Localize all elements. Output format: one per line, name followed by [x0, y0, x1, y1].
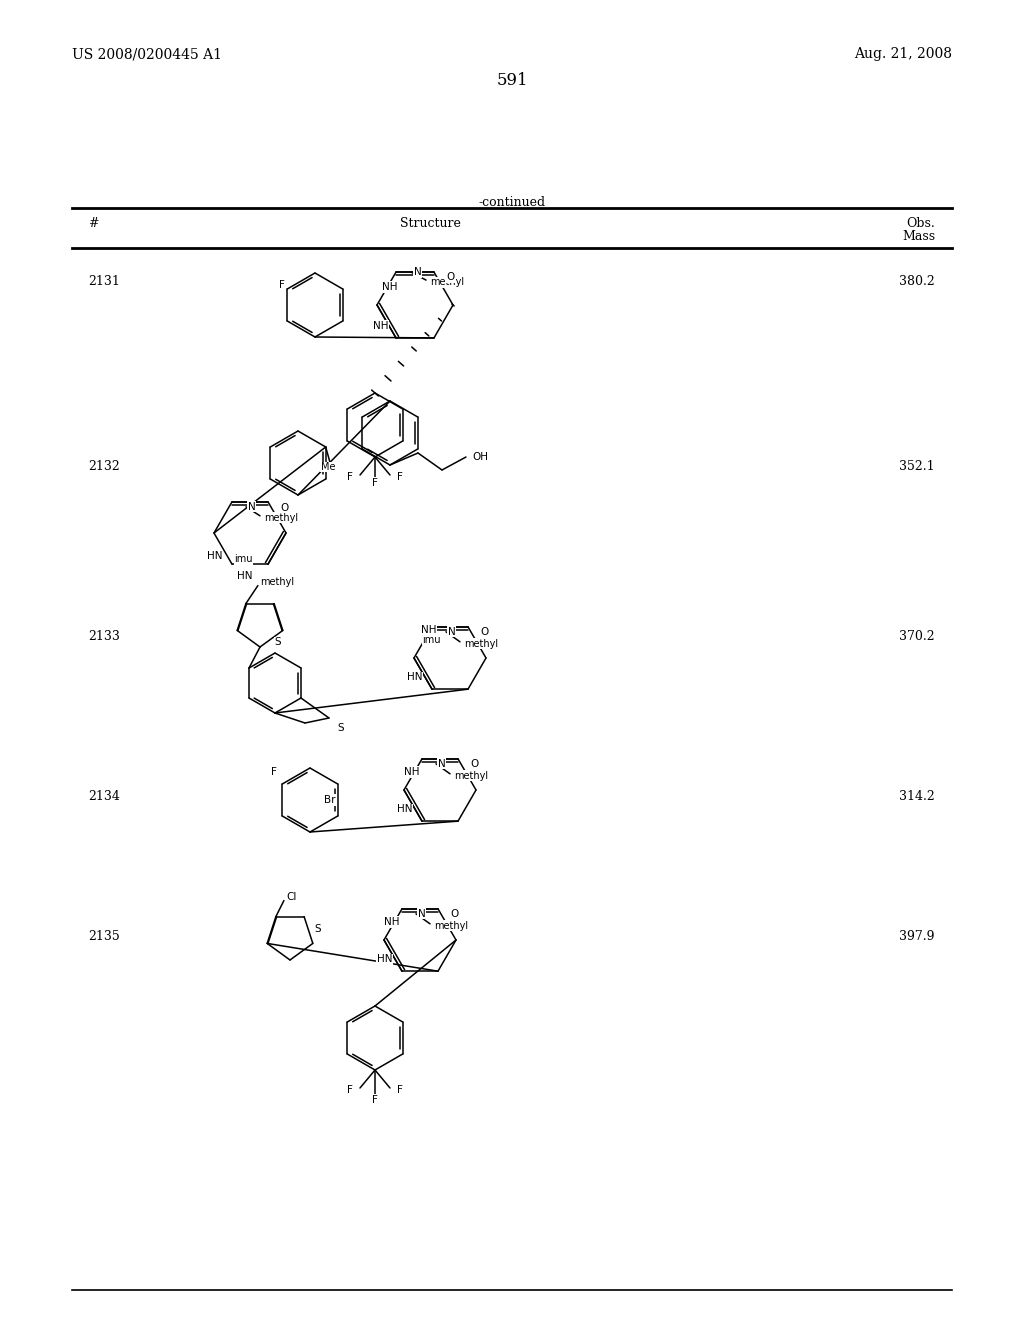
Text: O: O: [280, 503, 288, 513]
Text: N: N: [418, 909, 426, 919]
Text: O: O: [446, 272, 455, 282]
Text: 2131: 2131: [88, 275, 120, 288]
Text: NH: NH: [421, 624, 437, 635]
Text: N: N: [414, 267, 422, 277]
Text: N: N: [438, 759, 445, 768]
Text: N: N: [449, 627, 456, 636]
Text: Br: Br: [324, 795, 336, 805]
Text: HN: HN: [377, 954, 392, 964]
Text: 2135: 2135: [88, 931, 120, 942]
Text: F: F: [280, 280, 285, 290]
Text: HN: HN: [207, 552, 222, 561]
Text: HN: HN: [407, 672, 422, 682]
Text: 314.2: 314.2: [899, 789, 935, 803]
Text: methyl: methyl: [454, 771, 488, 781]
Text: F: F: [347, 473, 353, 482]
Text: F: F: [271, 767, 278, 777]
Text: 370.2: 370.2: [899, 630, 935, 643]
Text: methyl: methyl: [434, 921, 468, 931]
Text: NH: NH: [404, 767, 420, 777]
Text: Me: Me: [321, 462, 335, 473]
Text: N: N: [248, 502, 256, 512]
Text: #: #: [88, 216, 98, 230]
Text: Cl: Cl: [286, 891, 296, 902]
Text: S: S: [337, 723, 344, 733]
Text: 2133: 2133: [88, 630, 120, 643]
Text: S: S: [274, 638, 282, 647]
Text: 397.9: 397.9: [899, 931, 935, 942]
Text: F: F: [397, 1085, 402, 1096]
Text: HN: HN: [396, 804, 412, 814]
Text: F: F: [347, 1085, 353, 1096]
Text: HN: HN: [238, 572, 253, 581]
Text: methyl: methyl: [464, 639, 498, 649]
Text: imu: imu: [422, 635, 440, 645]
Text: F: F: [372, 478, 378, 488]
Text: NH: NH: [373, 321, 388, 331]
Text: NH: NH: [382, 282, 397, 292]
Text: US 2008/0200445 A1: US 2008/0200445 A1: [72, 48, 222, 61]
Text: 352.1: 352.1: [899, 459, 935, 473]
Text: F: F: [372, 1096, 378, 1105]
Text: Structure: Structure: [399, 216, 461, 230]
Text: imu: imu: [234, 554, 253, 564]
Text: methyl: methyl: [430, 277, 464, 286]
Text: Obs.: Obs.: [906, 216, 935, 230]
Text: methyl: methyl: [260, 577, 294, 586]
Text: -continued: -continued: [478, 195, 546, 209]
Text: 2134: 2134: [88, 789, 120, 803]
Text: S: S: [314, 924, 321, 933]
Text: NH: NH: [384, 917, 399, 927]
Text: methyl: methyl: [264, 513, 298, 523]
Text: 591: 591: [497, 73, 527, 88]
Text: O: O: [470, 759, 478, 768]
Text: OH: OH: [472, 451, 488, 462]
Text: O: O: [480, 627, 488, 636]
Text: Mass: Mass: [902, 230, 935, 243]
Text: F: F: [397, 473, 402, 482]
Text: O: O: [450, 909, 459, 919]
Text: Aug. 21, 2008: Aug. 21, 2008: [854, 48, 952, 61]
Text: 380.2: 380.2: [899, 275, 935, 288]
Text: 2132: 2132: [88, 459, 120, 473]
